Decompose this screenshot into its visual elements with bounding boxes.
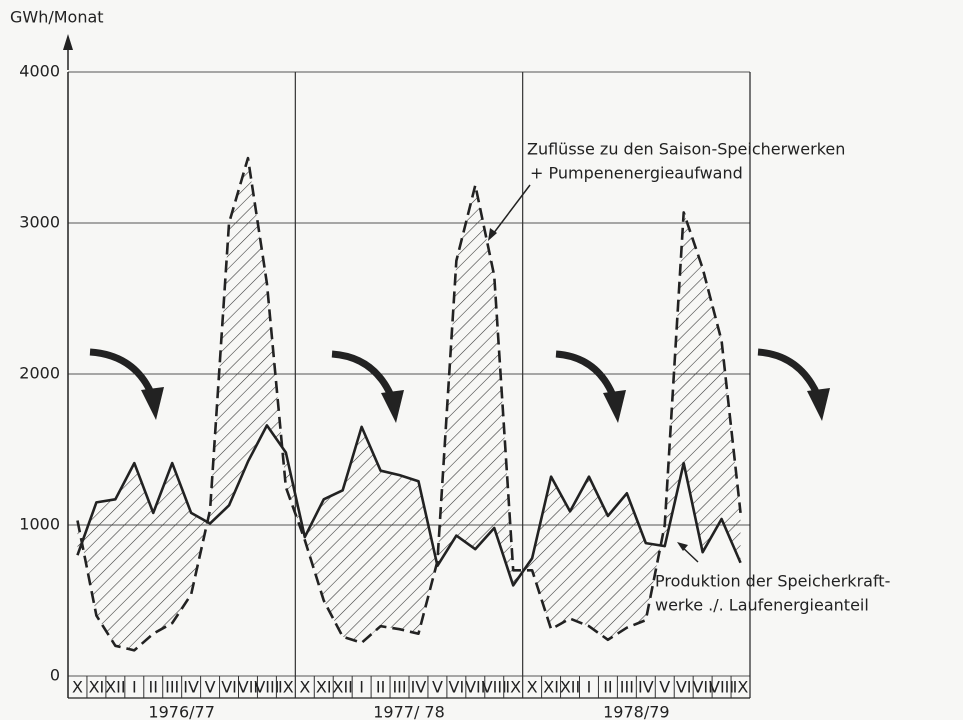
x-tick-label: VI bbox=[449, 678, 465, 697]
x-tick-label: VII bbox=[238, 678, 258, 697]
series-label: + Pumpenenergieaufwand bbox=[530, 164, 743, 183]
y-tick-label: 1000 bbox=[19, 515, 60, 534]
x-tick-label: VIII bbox=[482, 678, 507, 697]
x-tick-label: X bbox=[72, 678, 83, 697]
hatch-area bbox=[77, 158, 741, 651]
x-tick-label: I bbox=[132, 678, 137, 697]
x-tick-label: VIII bbox=[709, 678, 734, 697]
y-tick-label: 2000 bbox=[19, 364, 60, 383]
year-label: 1978/79 bbox=[603, 703, 669, 720]
x-tick-label: IV bbox=[411, 678, 427, 697]
series-label: werke ./. Laufenergieanteil bbox=[655, 596, 869, 615]
y-tick-label: 0 bbox=[50, 666, 60, 685]
x-tick-label: VI bbox=[676, 678, 692, 697]
x-tick-label: IX bbox=[733, 678, 749, 697]
x-tick-label: XII bbox=[332, 678, 352, 697]
x-tick-label: IV bbox=[638, 678, 654, 697]
x-tick-label: II bbox=[603, 678, 612, 697]
series-label: Produktion der Speicherkraft- bbox=[655, 572, 890, 591]
x-tick-label: II bbox=[149, 678, 158, 697]
x-tick-label: I bbox=[587, 678, 592, 697]
x-tick-label: XII bbox=[105, 678, 125, 697]
x-tick-label: I bbox=[359, 678, 364, 697]
x-tick-label: III bbox=[620, 678, 634, 697]
year-label: 1976/77 bbox=[148, 703, 214, 720]
y-tick-label: 4000 bbox=[19, 62, 60, 81]
leader-arrowhead bbox=[677, 542, 688, 551]
year-label: 1977/ 78 bbox=[373, 703, 445, 720]
y-axis-label: GWh/Monat bbox=[10, 8, 104, 27]
x-tick-label: II bbox=[376, 678, 385, 697]
x-tick-label: VIII bbox=[254, 678, 279, 697]
series-line bbox=[76, 424, 742, 587]
series-label: Zuflüsse zu den Saison-Speicherwerken bbox=[527, 140, 845, 159]
x-tick-label: III bbox=[165, 678, 179, 697]
leader-arrowhead bbox=[488, 228, 497, 241]
series-line bbox=[76, 156, 742, 652]
x-tick-label: IX bbox=[505, 678, 521, 697]
x-tick-label: III bbox=[392, 678, 406, 697]
x-tick-label: XI bbox=[89, 678, 105, 697]
x-tick-label: V bbox=[432, 678, 443, 697]
y-axis-arrowhead bbox=[63, 34, 73, 50]
x-tick-label: XII bbox=[560, 678, 580, 697]
arrows bbox=[89, 348, 822, 400]
x-tick-label: XI bbox=[543, 678, 559, 697]
x-tick-label: X bbox=[299, 678, 310, 697]
x-tick-label: XI bbox=[316, 678, 332, 697]
arrowheads bbox=[141, 387, 830, 423]
leader-line bbox=[489, 184, 531, 239]
x-tick-label: V bbox=[659, 678, 670, 697]
x-tick-label: VII bbox=[465, 678, 485, 697]
y-tick-label: 3000 bbox=[19, 213, 60, 232]
x-tick-label: IX bbox=[278, 678, 294, 697]
x-tick-label: X bbox=[527, 678, 538, 697]
x-tick-label: IV bbox=[183, 678, 199, 697]
x-tick-label: VII bbox=[692, 678, 712, 697]
x-tick-label: VI bbox=[221, 678, 237, 697]
x-tick-label: V bbox=[205, 678, 216, 697]
